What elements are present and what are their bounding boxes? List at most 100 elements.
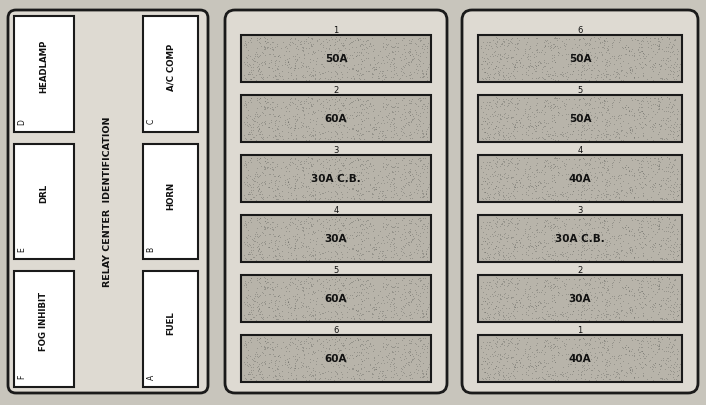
Point: [299, 374, 310, 380]
Point: [335, 241, 346, 247]
Point: [255, 112, 266, 118]
Point: [239, 338, 251, 345]
Point: [347, 305, 358, 311]
Point: [546, 102, 557, 108]
Point: [353, 229, 364, 235]
Point: [405, 39, 417, 46]
Point: [476, 102, 487, 109]
Point: [547, 45, 558, 51]
Point: [548, 248, 559, 255]
Point: [389, 351, 400, 358]
Point: [323, 188, 334, 195]
Point: [598, 217, 609, 224]
Point: [535, 349, 546, 355]
Bar: [478, 35, 682, 82]
Point: [399, 303, 410, 310]
Point: [357, 226, 368, 232]
Point: [647, 243, 659, 250]
Point: [417, 343, 428, 349]
Point: [599, 277, 610, 283]
Point: [390, 220, 402, 227]
Point: [404, 168, 415, 175]
Point: [540, 371, 551, 377]
Point: [378, 196, 390, 202]
Point: [280, 344, 291, 350]
Point: [361, 115, 372, 121]
Point: [322, 196, 333, 202]
Point: [613, 175, 624, 181]
Point: [407, 57, 418, 63]
Point: [344, 55, 355, 62]
Point: [493, 71, 505, 78]
Point: [578, 215, 589, 221]
Point: [295, 184, 306, 190]
Point: [585, 112, 597, 118]
Point: [667, 228, 678, 234]
Point: [410, 49, 421, 55]
Point: [507, 127, 518, 134]
Point: [638, 70, 649, 76]
Point: [594, 248, 605, 255]
Point: [505, 216, 517, 222]
Point: [602, 191, 613, 197]
Point: [567, 236, 578, 243]
Point: [614, 292, 625, 298]
Point: [337, 220, 349, 226]
Point: [260, 97, 271, 104]
Point: [652, 131, 664, 138]
Point: [588, 305, 599, 311]
Point: [512, 225, 523, 232]
Point: [597, 310, 609, 317]
Point: [588, 185, 599, 191]
Point: [421, 256, 433, 263]
Point: [549, 223, 561, 229]
Point: [338, 237, 349, 243]
Point: [341, 114, 352, 121]
Point: [616, 284, 627, 290]
Point: [393, 107, 404, 114]
Point: [310, 252, 321, 258]
Point: [672, 168, 683, 174]
Point: [389, 43, 400, 49]
Point: [342, 354, 353, 361]
Point: [543, 373, 554, 379]
Point: [610, 73, 621, 79]
Point: [255, 292, 266, 298]
Point: [416, 307, 427, 314]
Point: [340, 37, 351, 44]
Point: [388, 289, 399, 295]
Point: [552, 49, 563, 55]
Point: [386, 308, 397, 315]
Point: [389, 291, 400, 298]
Point: [667, 68, 678, 74]
Point: [297, 119, 309, 126]
Point: [277, 313, 288, 319]
Point: [596, 298, 607, 305]
Point: [525, 120, 536, 127]
Point: [598, 97, 609, 103]
Point: [544, 279, 556, 286]
Point: [272, 245, 283, 252]
Point: [560, 96, 571, 102]
Point: [669, 179, 681, 185]
Point: [592, 254, 603, 260]
Point: [282, 375, 294, 381]
Point: [489, 135, 500, 141]
Point: [530, 125, 542, 132]
Point: [604, 242, 615, 249]
Point: [285, 249, 297, 256]
Point: [502, 235, 513, 242]
Point: [376, 114, 388, 120]
Point: [546, 175, 558, 181]
Point: [578, 59, 590, 65]
Point: [586, 62, 597, 68]
Point: [297, 131, 309, 138]
Point: [347, 185, 359, 192]
Point: [594, 368, 605, 375]
Point: [578, 275, 589, 281]
Point: [290, 135, 301, 142]
Point: [247, 314, 258, 320]
Point: [306, 351, 318, 357]
Point: [642, 76, 653, 83]
Point: [538, 184, 549, 190]
